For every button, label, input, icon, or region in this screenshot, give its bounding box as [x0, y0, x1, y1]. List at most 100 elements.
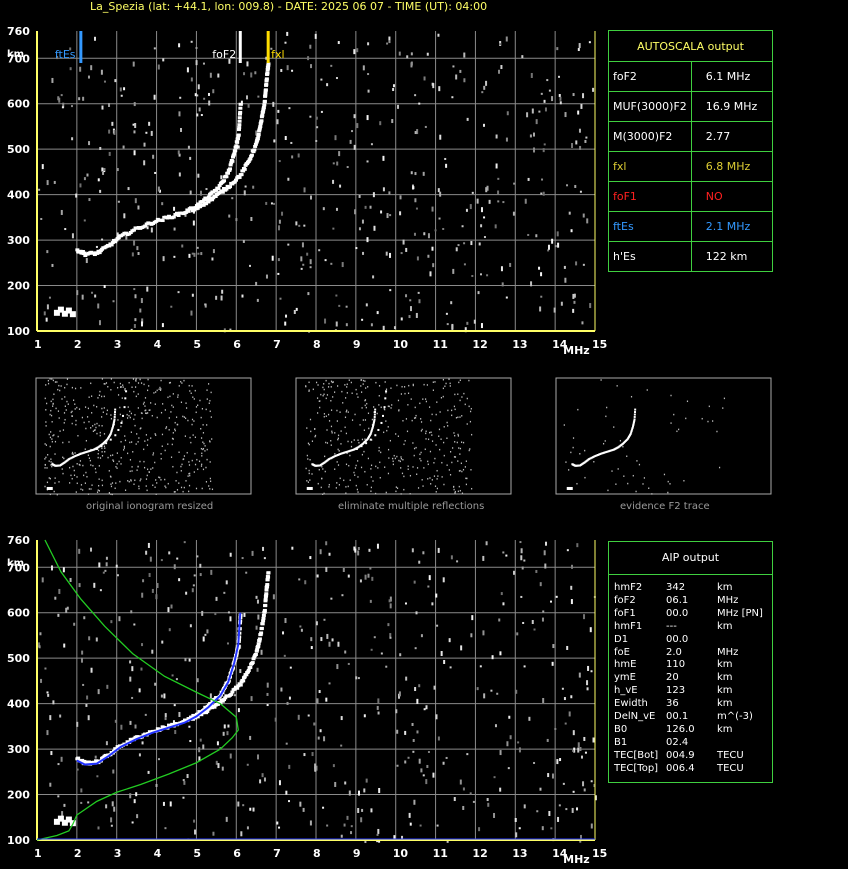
thumbnail-noise: [95, 471, 97, 474]
noise-speck: [418, 684, 421, 688]
noise-speck: [79, 183, 82, 188]
thumbnail-noise: [400, 456, 402, 458]
noise-speck: [47, 693, 50, 697]
thumbnail-noise: [205, 481, 208, 483]
thumbnail-noise: [409, 474, 412, 477]
thumbnail-noise: [377, 467, 379, 469]
thumbnail-noise: [101, 455, 104, 457]
noise-speck: [493, 812, 496, 818]
thumbnail-noise: [435, 413, 437, 416]
noise-speck: [134, 318, 137, 322]
thumbnail-noise: [54, 482, 56, 484]
noise-speck: [335, 321, 338, 327]
thumbnail-noise: [600, 379, 602, 381]
thumbnail-noise: [310, 430, 312, 433]
noise-speck: [535, 569, 538, 573]
thumbnail-noise: [82, 464, 84, 467]
noise-speck: [404, 730, 407, 735]
thumbnail-noise: [419, 402, 421, 405]
thumbnail-caption-evidence: evidence F2 trace: [620, 501, 710, 512]
thumbnail-noise: [56, 493, 58, 496]
thumbnail-noise: [413, 447, 416, 450]
trace-extraordinary-point: [266, 575, 271, 579]
thumbnail-noise: [462, 468, 465, 471]
noise-speck: [95, 245, 98, 248]
noise-speck: [520, 555, 523, 561]
thumbnail-noise: [62, 429, 65, 431]
noise-speck: [52, 700, 55, 705]
thumbnail-noise: [117, 394, 120, 396]
noise-speck: [380, 652, 383, 655]
thumbnail-noise: [144, 409, 146, 412]
thumbnail-noise: [88, 488, 90, 490]
noise-speck: [340, 716, 343, 721]
thumbnail-noise: [180, 465, 182, 468]
thumbnail-noise: [364, 380, 366, 382]
thumbnail-trace: [69, 457, 72, 460]
noise-speck: [228, 58, 231, 64]
noise-speck: [69, 577, 72, 582]
thumbnail-noise: [323, 413, 326, 415]
noise-speck: [502, 551, 505, 554]
thumbnail-noise: [357, 491, 359, 493]
thumbnail-noise: [345, 492, 347, 494]
noise-speck: [408, 812, 411, 818]
aip-value: 20: [666, 672, 679, 684]
noise-speck: [466, 753, 469, 756]
thumbnail-noise: [148, 385, 150, 387]
autoscala-row: MUF(3000)F2 16.9 MHz: [608, 91, 774, 122]
noise-speck: [38, 642, 41, 648]
trace-extraordinary-point: [261, 616, 266, 620]
noise-speck: [556, 759, 559, 765]
thumbnail-noise: [73, 469, 75, 472]
noise-speck: [566, 549, 569, 552]
thumbnail-noise: [400, 393, 403, 395]
trace-ordinary-point: [226, 171, 231, 175]
thumbnail-noise: [121, 420, 123, 422]
thumbnail-noise: [129, 459, 132, 461]
thumbnail-noise: [330, 439, 332, 442]
thumbnail-noise: [349, 454, 351, 457]
thumbnail-noise: [200, 437, 203, 439]
thumbnail-noise: [120, 386, 122, 388]
noise-speck: [442, 577, 445, 583]
thumbnail-noise: [96, 406, 98, 408]
noise-speck: [99, 189, 102, 193]
thumbnail-noise: [332, 396, 334, 398]
thumbnail-noise: [336, 409, 338, 412]
thumbnail-trace: [70, 456, 73, 459]
thumbnail-noise: [139, 479, 141, 482]
thumbnail-noise: [446, 421, 448, 424]
noise-speck: [334, 781, 337, 787]
thumbnail-noise: [97, 456, 99, 459]
thumbnail-noise: [146, 468, 149, 471]
es-trace-point: [53, 818, 60, 825]
thumbnail-noise: [87, 454, 89, 456]
noise-speck: [547, 773, 550, 778]
thumbnail-noise: [466, 477, 468, 480]
noise-speck: [131, 252, 134, 257]
noise-speck: [119, 87, 122, 92]
thumbnail-noise: [120, 457, 122, 459]
thumbnail-noise: [470, 469, 472, 471]
thumbnail-noise: [103, 443, 105, 445]
noise-speck: [578, 128, 581, 133]
noise-speck: [570, 229, 573, 233]
noise-speck: [184, 658, 187, 662]
thumbnail-trace: [588, 457, 591, 460]
thumbnail-noise: [458, 447, 460, 449]
trace-extraordinary-point: [257, 126, 262, 130]
trace-extraordinary-point: [263, 598, 268, 602]
thumbnail-noise: [328, 483, 330, 486]
aip-row: hmF1 --- km: [614, 621, 769, 633]
noise-speck: [141, 592, 144, 598]
noise-speck: [220, 295, 223, 301]
thumbnail-noise: [356, 393, 358, 395]
thumbnail-noise: [400, 457, 403, 460]
thumbnail-noise: [722, 407, 724, 409]
thumbnail-noise: [54, 440, 57, 443]
thumbnail-noise: [110, 476, 112, 478]
thumbnail-noise: [98, 465, 100, 467]
noise-speck: [133, 799, 136, 804]
noise-speck: [57, 795, 60, 798]
